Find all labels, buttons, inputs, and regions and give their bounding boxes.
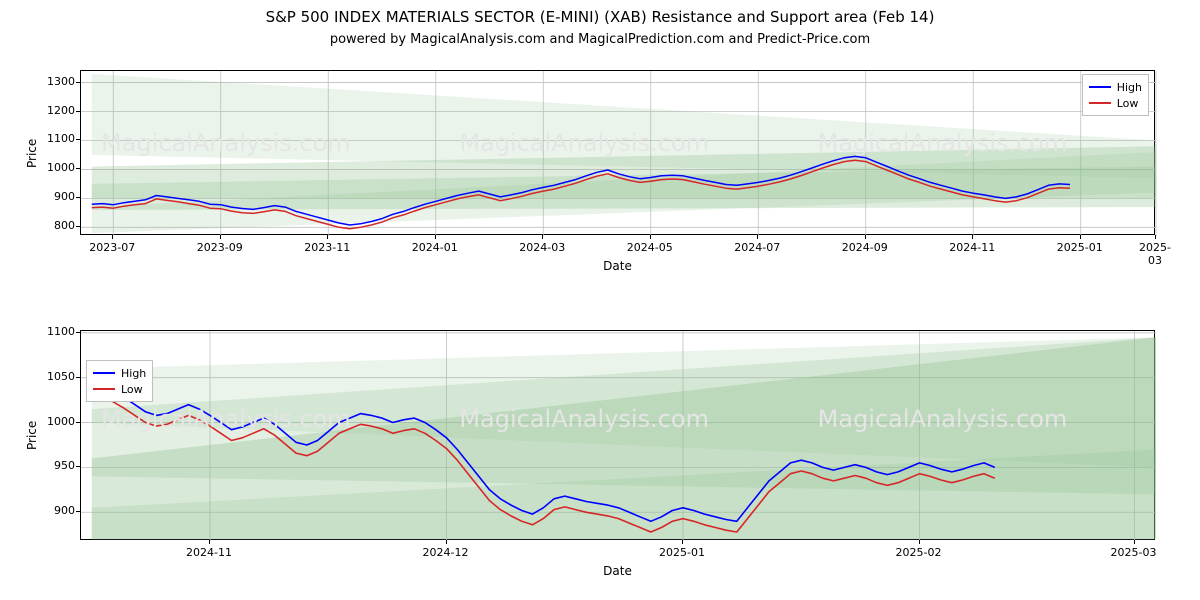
- xtick-label: 2023-09: [197, 241, 243, 254]
- legend: High Low: [86, 360, 153, 402]
- legend-label: Low: [121, 383, 143, 396]
- legend-label: High: [1117, 81, 1142, 94]
- legend-label: Low: [1117, 97, 1139, 110]
- xtick-label: 2024-01: [412, 241, 458, 254]
- xtick-label: 2024-11: [949, 241, 995, 254]
- x-axis-label: Date: [80, 259, 1155, 273]
- xtick-label: 2024-09: [842, 241, 888, 254]
- xtick-label: 2025-03: [1111, 546, 1157, 559]
- x-axis-label: Date: [80, 564, 1155, 578]
- legend: High Low: [1082, 74, 1149, 116]
- ytick-label: 1050: [35, 370, 75, 383]
- xtick-label: 2024-05: [627, 241, 673, 254]
- legend-label: High: [121, 367, 146, 380]
- xtick-label: 2025-01: [659, 546, 705, 559]
- legend-item: High: [1089, 79, 1142, 95]
- chart-panel-top: MagicalAnalysis.comMagicalAnalysis.comMa…: [80, 70, 1155, 235]
- xtick-label: 2024-03: [519, 241, 565, 254]
- ytick-label: 1100: [35, 132, 75, 145]
- ytick-label: 1000: [35, 161, 75, 174]
- chart-svg-bottom: [81, 331, 1156, 541]
- ytick-label: 900: [35, 504, 75, 517]
- chart-panel-bottom: MagicalAnalysis.comMagicalAnalysis.comMa…: [80, 330, 1155, 540]
- xtick-label: 2025-02: [896, 546, 942, 559]
- chart-svg-top: [81, 71, 1156, 236]
- xtick-label: 2023-11: [304, 241, 350, 254]
- y-axis-label: Price: [25, 138, 39, 167]
- ytick-label: 900: [35, 190, 75, 203]
- legend-swatch: [1089, 102, 1111, 104]
- xtick-label: 2024-07: [734, 241, 780, 254]
- xtick-label: 2024-11: [186, 546, 232, 559]
- figure: { "title": "S&P 500 INDEX MATERIALS SECT…: [0, 0, 1200, 600]
- xtick-label: 2024-12: [423, 546, 469, 559]
- ytick-label: 1300: [35, 75, 75, 88]
- xtick-label: 2025-01: [1057, 241, 1103, 254]
- chart-subtitle: powered by MagicalAnalysis.com and Magic…: [0, 32, 1200, 47]
- legend-item: High: [93, 365, 146, 381]
- legend-item: Low: [93, 381, 146, 397]
- ytick-label: 1200: [35, 104, 75, 117]
- ytick-label: 800: [35, 219, 75, 232]
- ytick-label: 1100: [35, 325, 75, 338]
- legend-swatch: [93, 388, 115, 390]
- chart-title: S&P 500 INDEX MATERIALS SECTOR (E-MINI) …: [0, 8, 1200, 26]
- xtick-label: 2023-07: [89, 241, 135, 254]
- legend-swatch: [93, 372, 115, 374]
- legend-item: Low: [1089, 95, 1142, 111]
- y-axis-label: Price: [25, 421, 39, 450]
- legend-swatch: [1089, 86, 1111, 88]
- ytick-label: 950: [35, 459, 75, 472]
- ytick-label: 1000: [35, 415, 75, 428]
